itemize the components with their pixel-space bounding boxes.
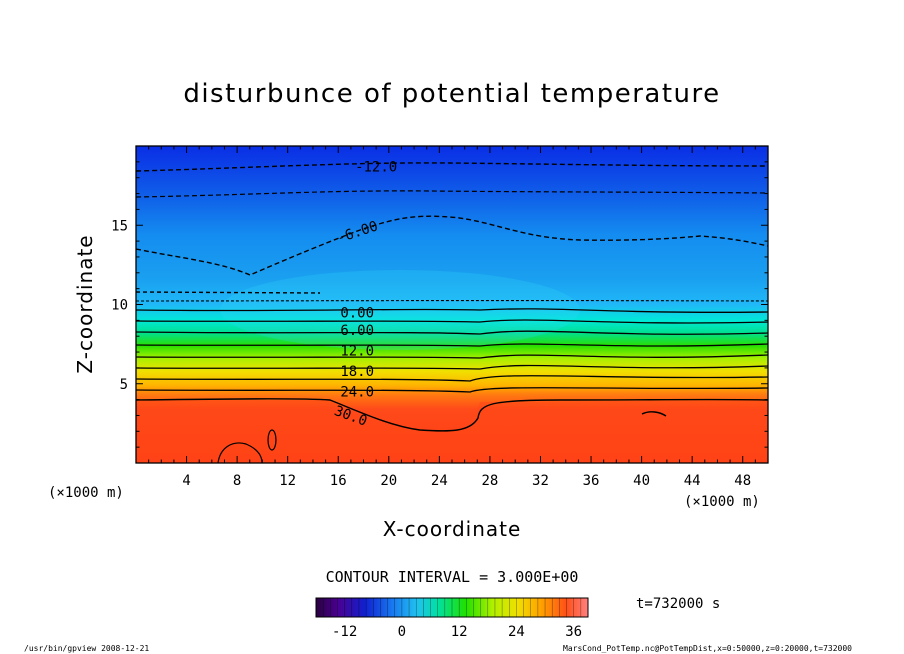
x-tick-label: 12: [279, 473, 296, 489]
x-tick-label: 28: [481, 473, 498, 489]
x-tick-label: 16: [330, 473, 347, 489]
contour-label: 24.0: [340, 385, 374, 401]
filled-field: [136, 146, 768, 463]
contour-12: [136, 343, 768, 347]
y-tick-label: 10: [111, 298, 128, 314]
colorbar-tick-label: -12: [332, 624, 357, 640]
y-tick-label: 15: [111, 218, 128, 234]
x-tick-label: 44: [684, 473, 701, 489]
contour-27: [136, 398, 768, 432]
x-unit-label: (×1000 m): [684, 494, 760, 510]
x-tick-label: 48: [734, 473, 751, 489]
contour-minus3: [136, 291, 321, 294]
time-label: t=732000 s: [636, 596, 720, 612]
colorbar-tick-label: 24: [508, 624, 525, 640]
colorbar-tick-labels: -12 0 12 24 36: [332, 624, 582, 640]
colorbar-tick-label: 36: [565, 624, 582, 640]
contour-label: 18.0: [340, 364, 374, 380]
x-tick-label: 8: [233, 473, 241, 489]
x-tick-label: 24: [431, 473, 448, 489]
contour-9: [136, 330, 768, 335]
contour-21: [136, 375, 768, 382]
contour-30-closed-right: [641, 411, 667, 417]
x-tick-label: 4: [182, 473, 190, 489]
colorbar-frame: [315, 597, 589, 618]
colorbar-level-lines: [315, 598, 589, 617]
y-tick-label: 5: [120, 377, 128, 393]
contour-interval-label: CONTOUR INTERVAL = 3.000E+00: [326, 568, 579, 586]
contour-minus9: [136, 190, 768, 198]
x-tick-label: 32: [532, 473, 549, 489]
warm-region: [136, 400, 768, 463]
contour-3: [136, 308, 768, 313]
contour-label: 6.00: [340, 323, 374, 339]
contour-6: [136, 319, 768, 324]
contour-30-closed-small: [267, 429, 277, 451]
footer-right: MarsCond_PotTemp.nc@PotTempDist,x=0:5000…: [563, 644, 852, 653]
x-tick-label: 36: [583, 473, 600, 489]
y-axis-label: Z-coordinate: [73, 234, 97, 373]
colorbar-tick-label: 0: [398, 624, 406, 640]
colorbar: -12 0 12 24 36: [315, 597, 589, 640]
contour-18: [136, 364, 768, 370]
x-axis-ticks: 4 8 12 16 20 24 28 32 36 40 44 48: [148, 146, 756, 489]
contour-24: [136, 387, 768, 393]
x-tick-label: 40: [633, 473, 650, 489]
colorbar-tick-label: 12: [451, 624, 468, 640]
x-axis-label: X-coordinate: [383, 517, 522, 541]
contour-15: [136, 354, 768, 359]
contour-label: 0.00: [340, 305, 374, 321]
y-unit-label: (×1000 m): [48, 485, 124, 501]
contour-lines: [136, 162, 768, 463]
contour-minus12: [136, 162, 768, 172]
contour-label: -12.0: [355, 160, 397, 176]
chart-title: disturbunce of potential temperature: [183, 79, 720, 109]
contour-30-closed-left: [217, 442, 263, 463]
x-tick-label: 20: [380, 473, 397, 489]
footer-left: /usr/bin/gpview 2008-12-21: [24, 644, 149, 653]
contour-label: 12.0: [340, 343, 374, 359]
y-axis-ticks: 5 10 15: [111, 161, 768, 448]
